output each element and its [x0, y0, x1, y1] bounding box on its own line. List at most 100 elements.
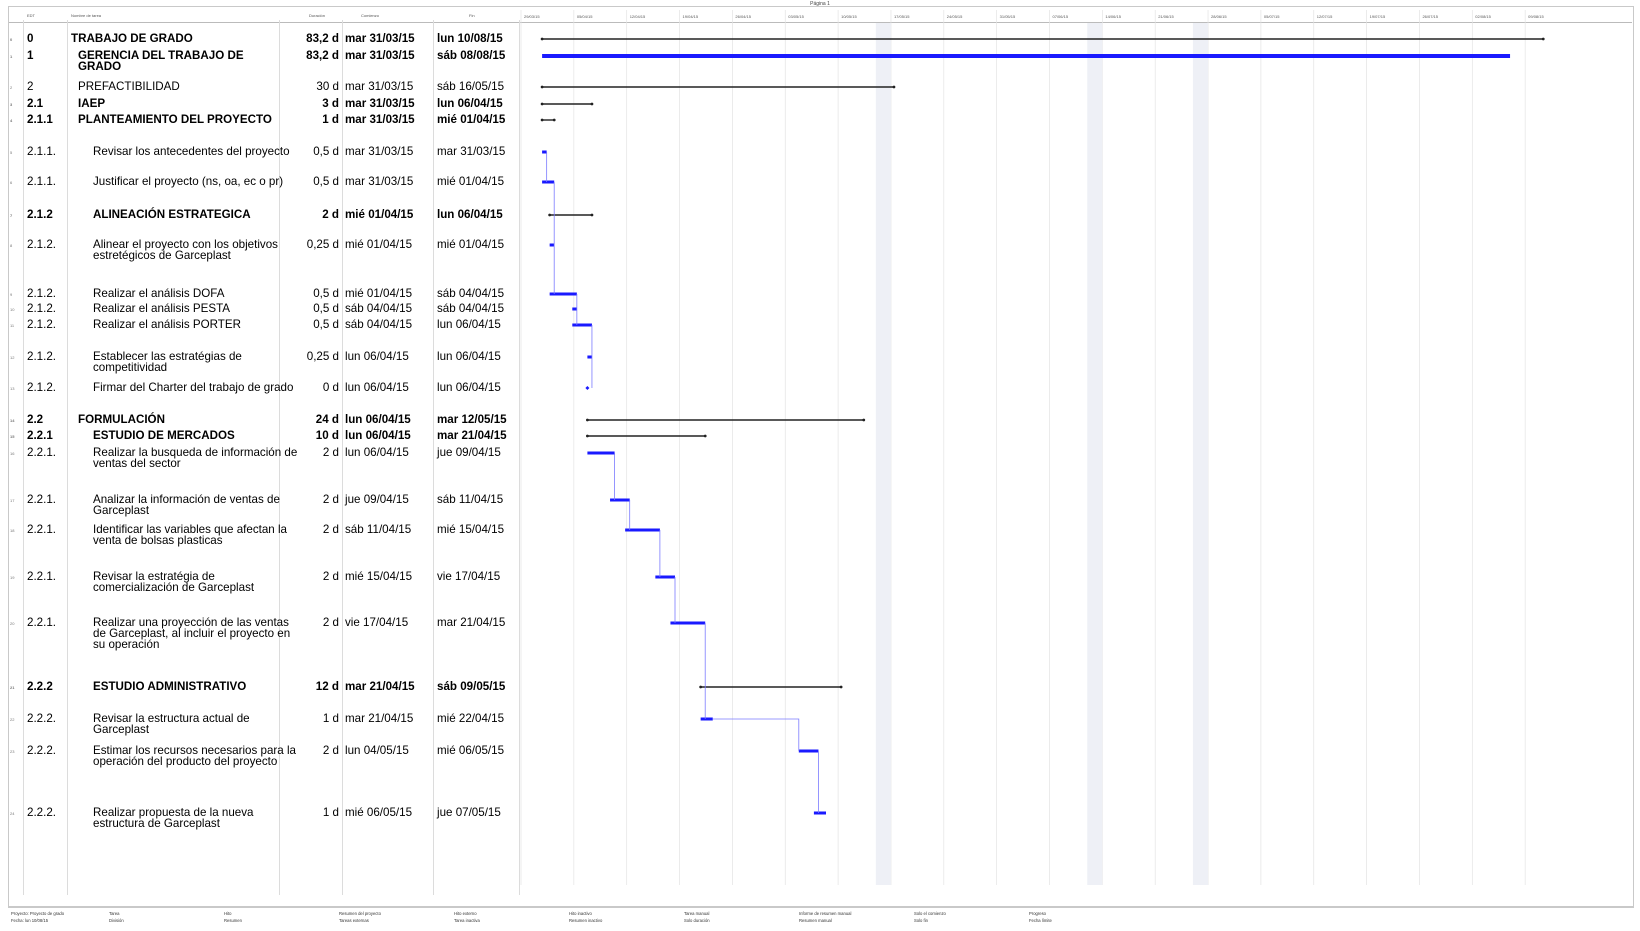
task-start: mié 01/04/15 — [345, 287, 413, 300]
task-start: mié 06/05/15 — [345, 806, 413, 819]
task-duration: 0,5 d — [313, 175, 339, 188]
task-end: mié 22/04/15 — [437, 712, 505, 725]
summary-start-marker — [699, 685, 703, 689]
task-start: mar 31/03/15 — [345, 80, 414, 93]
legend-item: Tarea — [109, 911, 120, 916]
task-index: 2 — [10, 85, 13, 90]
task-edt: 2.2.2. — [27, 806, 57, 819]
task-edt: 2.2.2. — [27, 712, 57, 725]
task-start: sáb 04/04/15 — [345, 318, 413, 331]
task-duration: 0,25 d — [306, 350, 339, 363]
task-index: 8 — [10, 243, 13, 248]
week-label: 10/05/15 — [841, 14, 857, 19]
week-label: 26/07/15 — [1422, 14, 1438, 19]
task-duration: 0,5 d — [313, 302, 339, 315]
week-label: 05/07/15 — [1264, 14, 1280, 19]
week-label: 12/04/15 — [630, 14, 646, 19]
task-edt: 2.1.2. — [27, 302, 57, 315]
task-index: 7 — [10, 213, 13, 218]
task-index: 17 — [10, 498, 15, 503]
gantt-chart[interactable]: 29/03/15 05/04/15 12/04/15 19/04/15 26/04/15… — [520, 10, 1632, 885]
task-index: 23 — [10, 749, 15, 754]
task-end: lun 06/04/15 — [437, 350, 501, 363]
summary-end-marker — [590, 102, 594, 106]
task-start: jue 09/04/15 — [345, 493, 409, 506]
task-index: 13 — [10, 386, 15, 391]
task-name: GERENCIA DEL TRABAJO DE GRADO — [78, 49, 244, 73]
task-duration: 30 d — [316, 80, 339, 93]
task-duration: 2 d — [322, 523, 339, 536]
task-edt: 2.2.1 — [27, 429, 53, 442]
legend-item: Resumen manual — [799, 918, 832, 923]
task-end: sáb 09/05/15 — [437, 680, 506, 693]
task-start: sáb 04/04/15 — [345, 302, 413, 315]
week-label: 07/06/15 — [1053, 14, 1069, 19]
task-bar — [700, 717, 713, 721]
nonworking-band — [1192, 23, 1209, 885]
task-end: sáb 04/04/15 — [437, 287, 505, 300]
task-edt: 2.2.1. — [27, 446, 57, 459]
legend: Proyecto: Proyecto de grado Fecha: lun 1… — [9, 906, 1633, 929]
task-duration: 2 d — [322, 616, 339, 629]
task-start: lun 06/04/15 — [345, 381, 409, 394]
task-bar — [587, 355, 592, 359]
col-separator — [433, 20, 434, 895]
col-edt[interactable]: EDT — [27, 13, 35, 18]
task-end: sáb 11/04/15 — [437, 493, 504, 506]
task-index: 16 — [10, 451, 15, 456]
legend-item: Progreso — [1029, 911, 1046, 916]
task-name: Realizar el análisis PESTA — [93, 302, 231, 315]
task-start: sáb 11/04/15 — [345, 523, 412, 536]
task-duration: 3 d — [322, 97, 339, 110]
summary-start-marker — [548, 213, 552, 217]
task-end: mar 31/03/15 — [437, 145, 506, 158]
task-start: lun 06/04/15 — [345, 413, 411, 426]
week-label: 19/07/15 — [1370, 14, 1386, 19]
col-end[interactable]: Fin — [469, 13, 475, 18]
task-bar — [549, 292, 577, 296]
col-name[interactable]: Nombre de tarea — [71, 13, 102, 18]
col-duration[interactable]: Duración — [309, 13, 326, 18]
task-name: PLANTEAMIENTO DEL PROYECTO — [78, 113, 272, 126]
task-start: mar 21/04/15 — [345, 712, 414, 725]
week-label: 24/05/15 — [947, 14, 963, 19]
task-edt: 2 — [27, 80, 34, 93]
task-name: PREFACTIBILIDAD — [78, 80, 180, 93]
task-edt: 0 — [27, 32, 34, 45]
col-start[interactable]: Comienzo — [361, 13, 380, 18]
task-end: mar 21/04/15 — [437, 616, 506, 629]
task-index: 10 — [10, 307, 15, 312]
task-duration: 0,5 d — [313, 287, 339, 300]
task-bar — [625, 528, 660, 532]
task-edt: 2.1.2. — [27, 318, 57, 331]
task-bar — [572, 323, 592, 327]
summary-end-marker — [839, 685, 843, 689]
task-table: EDT Nombre de tarea Duración Comienzo Fi… — [9, 10, 520, 895]
week-label: 31/05/15 — [1000, 14, 1016, 19]
dependency-link — [712, 718, 800, 751]
legend-item: Solo el comienzo — [914, 911, 946, 916]
task-name: Justificar el proyecto (ns, oa, ec o pr) — [93, 175, 284, 188]
week-label: 17/05/15 — [894, 14, 910, 19]
col-separator — [342, 20, 343, 895]
task-end: mar 21/04/15 — [437, 429, 507, 442]
task-end: mié 01/04/15 — [437, 175, 505, 188]
task-start: lun 06/04/15 — [345, 446, 409, 459]
task-end: mié 06/05/15 — [437, 744, 505, 757]
task-bar — [542, 54, 1511, 58]
task-edt: 2.1.1. — [27, 145, 57, 158]
task-edt: 2.1.2. — [27, 238, 57, 251]
task-start: lun 06/04/15 — [345, 429, 411, 442]
task-name: Alinear el proyecto con los objetivos es… — [93, 238, 278, 262]
legend-item: Hito externo — [454, 911, 477, 916]
task-end: jue 09/04/15 — [437, 446, 501, 459]
task-bar — [655, 575, 675, 579]
task-duration: 2 d — [322, 744, 339, 757]
task-start: mié 01/04/15 — [345, 238, 413, 251]
summary-start-marker — [540, 85, 544, 89]
task-edt: 2.2.1. — [27, 616, 57, 629]
legend-item: División — [109, 918, 124, 923]
summary-end-marker — [862, 418, 866, 422]
legend-item: Resumen — [224, 918, 242, 923]
task-duration: 0,5 d — [313, 318, 339, 331]
